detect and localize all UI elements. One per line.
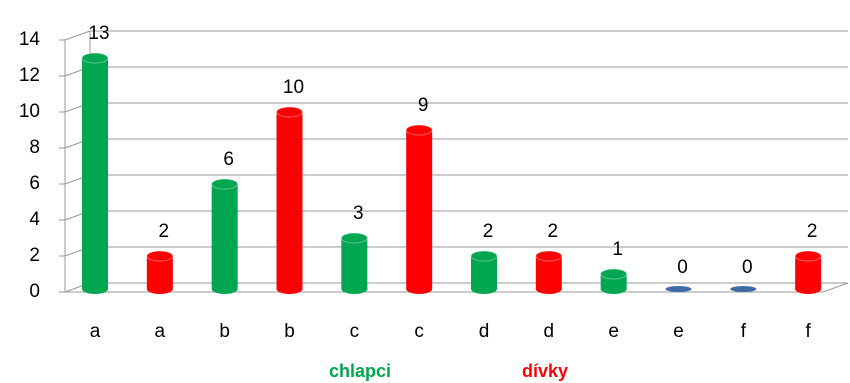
- floor-right: [822, 282, 849, 293]
- x-tick-label: f: [741, 321, 747, 342]
- value-label: 2: [159, 221, 170, 242]
- value-label: 6: [223, 149, 234, 170]
- y-tick-label: 8: [29, 137, 40, 158]
- x-tick-label: b: [219, 321, 230, 342]
- bar-top: [211, 178, 239, 190]
- bar: [82, 58, 108, 289]
- x-tick-label: c: [414, 321, 424, 342]
- y-tick-label: 12: [19, 65, 40, 86]
- bar-top: [470, 250, 498, 262]
- x-tick-label: b: [284, 321, 295, 342]
- bar-top: [276, 106, 303, 118]
- y-tick-label: 6: [29, 173, 40, 194]
- x-tick-label: e: [673, 321, 684, 342]
- x-tick-label: f: [806, 321, 812, 342]
- x-tick-label: d: [544, 321, 555, 342]
- bar-zero: [665, 286, 692, 292]
- bar: [276, 112, 303, 289]
- value-label: 0: [677, 257, 688, 278]
- x-tick-label: c: [350, 321, 360, 342]
- bar: [146, 256, 173, 289]
- bar-top: [146, 250, 174, 262]
- bar-top: [794, 250, 822, 262]
- y-tick-label: 2: [29, 245, 40, 266]
- value-label: 3: [353, 203, 364, 224]
- legend-label: chlapci: [329, 361, 391, 381]
- x-tick-label: e: [608, 321, 619, 342]
- bar: [211, 184, 238, 289]
- bar-top: [405, 124, 433, 136]
- bar-zero: [730, 286, 757, 292]
- value-label: 13: [88, 23, 109, 44]
- legend-label: dívky: [522, 361, 568, 381]
- bar-top: [600, 268, 628, 280]
- bar-top: [535, 250, 563, 262]
- y-tick-label: 0: [29, 281, 40, 302]
- value-label: 2: [483, 221, 494, 242]
- value-label: 1: [612, 239, 623, 260]
- grid-line: [64, 30, 91, 41]
- bar: [535, 256, 562, 289]
- bar: [406, 130, 433, 289]
- x-tick-label: d: [479, 321, 490, 342]
- value-label: 2: [548, 221, 559, 242]
- y-tick-label: 4: [29, 209, 40, 230]
- value-label: 9: [418, 95, 429, 116]
- bar: [471, 256, 497, 289]
- bar: [341, 238, 368, 289]
- y-tick-label: 10: [19, 101, 40, 122]
- x-tick-label: a: [90, 321, 101, 342]
- bar-top: [340, 232, 368, 244]
- value-label: 10: [283, 77, 304, 98]
- y-tick-label: 14: [19, 29, 41, 50]
- bar-top: [81, 52, 109, 64]
- value-label: 0: [742, 257, 753, 278]
- x-tick-label: a: [155, 321, 166, 342]
- value-label: 2: [807, 221, 818, 242]
- bar: [795, 256, 822, 289]
